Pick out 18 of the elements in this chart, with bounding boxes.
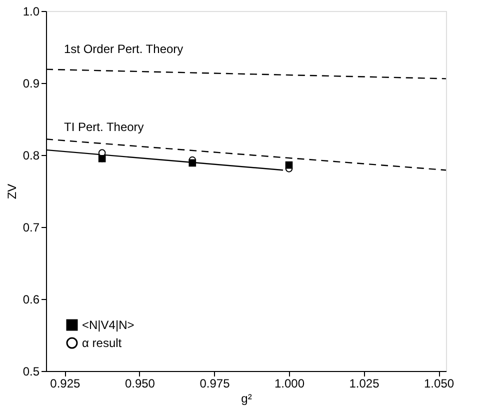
x-tick-label: 0.950 — [124, 376, 156, 390]
y-tick-label: 1.0 — [22, 4, 40, 18]
y-tick-label: 0.6 — [22, 292, 40, 306]
y-tick-label: 0.7 — [22, 220, 40, 234]
x-tick-label: 1.000 — [274, 376, 305, 390]
y-tick-label: 0.8 — [22, 148, 40, 162]
x-tick-label: 1.050 — [424, 376, 454, 390]
legend-label: α result — [82, 336, 122, 350]
x-axis-title: g² — [241, 392, 252, 406]
annotation: 1st Order Pert. Theory — [64, 42, 184, 56]
y-tick-label: 0.9 — [22, 76, 40, 90]
x-tick-label: 0.925 — [50, 376, 81, 390]
x-tick-label: 1.025 — [349, 376, 380, 390]
y-tick-label: 0.5 — [22, 364, 40, 378]
annotation: TI Pert. Theory — [64, 120, 144, 134]
x-tick-label: 0.975 — [200, 376, 230, 390]
y-axis-title: ZV — [4, 184, 19, 200]
legend-label: <N|V4|N> — [82, 318, 134, 332]
